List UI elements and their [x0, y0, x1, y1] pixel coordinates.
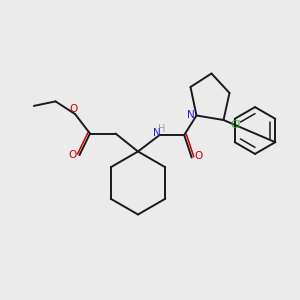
- Text: N: N: [187, 110, 194, 121]
- Text: H: H: [158, 124, 166, 134]
- Text: O: O: [69, 103, 78, 114]
- Text: O: O: [194, 151, 202, 161]
- Text: N: N: [153, 128, 160, 139]
- Text: Cl: Cl: [230, 120, 241, 130]
- Text: O: O: [69, 150, 77, 160]
